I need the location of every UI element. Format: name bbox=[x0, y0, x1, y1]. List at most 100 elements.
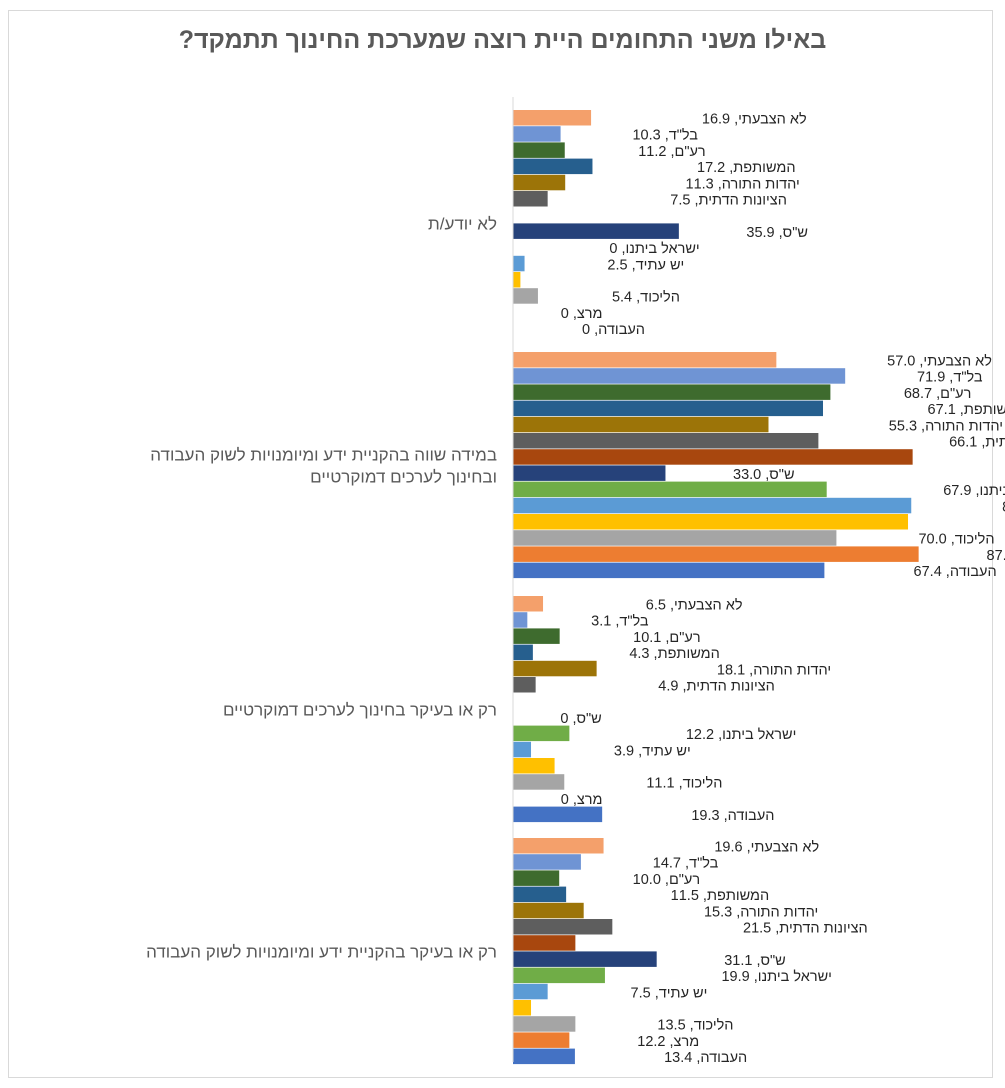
bar bbox=[513, 465, 666, 481]
bar bbox=[513, 886, 567, 903]
bar bbox=[513, 449, 913, 465]
chart-title: באילו משני התחומים היית רוצה שמערכת החינ… bbox=[178, 26, 827, 54]
data-label: המשותפת, 11.5 bbox=[671, 888, 770, 904]
data-label: לא הצבעתי, 6.5 bbox=[646, 597, 743, 614]
data-label: מרצ, 0 bbox=[561, 792, 603, 808]
bar bbox=[513, 142, 565, 158]
bar bbox=[513, 174, 566, 191]
data-label: מרצ, 12.2 bbox=[637, 1034, 699, 1050]
data-label: ש"ס, 33.0 bbox=[733, 467, 795, 483]
bar bbox=[513, 870, 560, 886]
bar bbox=[513, 596, 544, 612]
bar bbox=[513, 854, 581, 870]
data-label: הציונות הדתית, 66.1 bbox=[949, 435, 1005, 451]
data-label: העבודה, 67.4 bbox=[914, 564, 997, 580]
data-label: בל"ד, 14.7 bbox=[653, 855, 719, 872]
bar bbox=[513, 935, 576, 951]
bar bbox=[513, 384, 831, 400]
bar bbox=[513, 725, 570, 742]
data-label: ישראל ביתנו, 67.9 bbox=[943, 482, 1005, 499]
category-label: לא יודע/ת bbox=[428, 214, 497, 233]
data-label: הציונות הדתית, 7.5 bbox=[670, 193, 787, 209]
data-label: יש עתיד, 3.9 bbox=[614, 743, 691, 759]
data-label: הליכוד, 11.1 bbox=[646, 775, 722, 792]
data-label: המשותפת, 17.2 bbox=[697, 160, 796, 176]
data-label: בל"ד, 71.9 bbox=[917, 369, 983, 386]
data-label: יהדות התורה, 55.3 bbox=[889, 418, 1003, 434]
bar bbox=[513, 223, 679, 239]
data-label: יהדות התורה, 15.3 bbox=[704, 904, 818, 920]
data-label: יהדות התורה, 18.1 bbox=[717, 662, 831, 678]
bar bbox=[513, 951, 657, 967]
bar bbox=[513, 628, 560, 644]
bar bbox=[513, 902, 584, 919]
data-label: הציונות הדתית, 21.5 bbox=[743, 921, 868, 937]
bar bbox=[513, 481, 827, 498]
bar bbox=[513, 967, 605, 984]
bar bbox=[513, 126, 561, 142]
data-label: הליכוד, 70.0 bbox=[918, 531, 994, 548]
bar bbox=[513, 110, 592, 126]
data-label: לא הצבעתי, 57.0 bbox=[887, 353, 992, 370]
data-label: הליכוד, 5.4 bbox=[612, 289, 680, 306]
data-label: העבודה, 13.4 bbox=[664, 1050, 747, 1066]
data-label: ש"ס, 35.9 bbox=[746, 225, 808, 241]
bar bbox=[513, 288, 538, 304]
category-label: רק או בעיקר בהקניית ידע ומיומנויות לשוק … bbox=[146, 942, 497, 961]
data-label: רע"ם, 10.0 bbox=[633, 872, 700, 888]
data-label: ישראל ביתנו, 19.9 bbox=[721, 968, 832, 985]
data-label: העבודה, 0 bbox=[582, 322, 645, 338]
data-label: בל"ד, 10.3 bbox=[632, 127, 698, 144]
category-label: ובחינוך לערכים דמוקרטיים bbox=[310, 467, 497, 486]
bar bbox=[513, 1032, 570, 1048]
data-label: רע"ם, 68.7 bbox=[904, 386, 971, 402]
bar bbox=[513, 1048, 575, 1065]
bar bbox=[513, 514, 909, 530]
bar bbox=[513, 677, 536, 693]
bar bbox=[513, 400, 824, 417]
data-label: לא הצבעתי, 19.6 bbox=[714, 839, 819, 856]
bar bbox=[513, 497, 912, 514]
bar bbox=[513, 1000, 532, 1016]
bar bbox=[513, 158, 593, 175]
data-label: יש עתיד, 2.5 bbox=[607, 257, 684, 273]
bar bbox=[513, 562, 825, 579]
data-label: ישראל ביתנו, 12.2 bbox=[686, 726, 797, 743]
data-label: ש"ס, 31.1 bbox=[724, 953, 786, 969]
bar bbox=[513, 806, 603, 823]
data-label: ש"ס, 0 bbox=[560, 711, 601, 727]
bar bbox=[513, 546, 919, 562]
category-label: במידה שווה בהקניית ידע ומיומנויות לשוק ה… bbox=[150, 445, 497, 464]
bar bbox=[513, 774, 565, 790]
bar bbox=[513, 741, 532, 758]
bar bbox=[513, 612, 528, 628]
bar bbox=[513, 191, 548, 207]
data-label: מרצ, 87.8 bbox=[987, 548, 1005, 564]
bar bbox=[513, 919, 613, 935]
category-label: רק או בעיקר בחינוך לערכים דמוקרטיים bbox=[223, 700, 497, 719]
bar bbox=[513, 530, 837, 546]
bar bbox=[513, 758, 555, 774]
bar bbox=[513, 644, 533, 661]
data-label: ישראל ביתנו, 0 bbox=[609, 240, 699, 257]
bar bbox=[513, 416, 769, 433]
data-label: רע"ם, 11.2 bbox=[638, 144, 705, 160]
data-label: הציונות הדתית, 4.9 bbox=[658, 679, 775, 695]
data-label: לא הצבעתי, 16.9 bbox=[702, 111, 807, 128]
bar bbox=[513, 1016, 576, 1032]
data-label: מרצ, 0 bbox=[561, 306, 603, 322]
bar bbox=[513, 255, 525, 272]
bar bbox=[513, 368, 846, 384]
data-label: יש עתיד, 7.5 bbox=[631, 985, 708, 1001]
data-label: המשותפת, 67.1 bbox=[928, 402, 1005, 418]
data-label: העבודה, 19.3 bbox=[691, 808, 774, 824]
bar bbox=[513, 660, 597, 677]
data-label: רע"ם, 10.1 bbox=[633, 630, 700, 646]
bar bbox=[513, 433, 819, 449]
data-label: המשותפת, 4.3 bbox=[629, 646, 719, 662]
bar bbox=[513, 352, 777, 368]
bar bbox=[513, 838, 604, 854]
data-label: יהדות התורה, 11.3 bbox=[686, 176, 800, 192]
data-label: בל"ד, 3.1 bbox=[591, 613, 649, 630]
